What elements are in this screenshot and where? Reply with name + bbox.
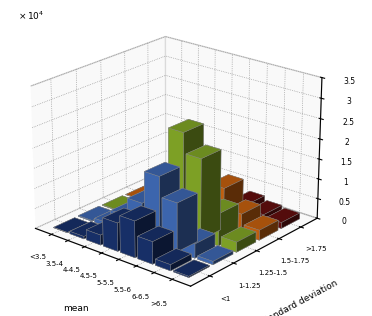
X-axis label: mean: mean	[63, 304, 89, 313]
Y-axis label: standard deviation: standard deviation	[260, 279, 339, 316]
Text: $\times\,10^4$: $\times\,10^4$	[18, 9, 44, 22]
